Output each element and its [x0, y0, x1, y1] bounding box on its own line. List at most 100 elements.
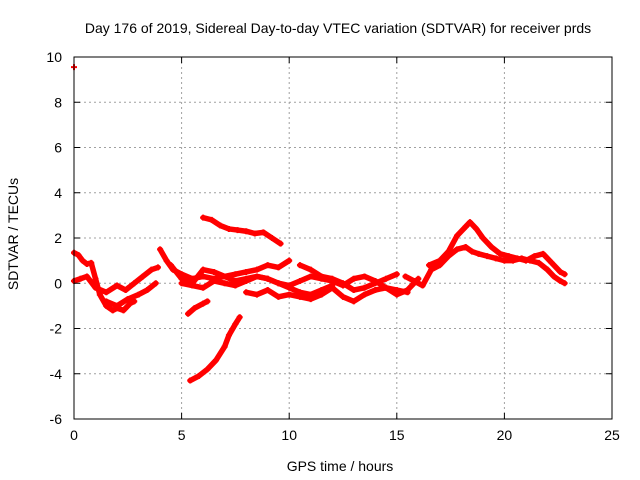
data-point [501, 257, 508, 264]
y-axis-label: SDTVAR / TECUs [5, 178, 21, 290]
y-tick-label: 4 [54, 185, 62, 201]
data-point [454, 232, 461, 239]
data-point [221, 343, 228, 350]
series-track-early-lower [103, 280, 159, 309]
series-trace [187, 314, 243, 384]
data-point [204, 366, 211, 373]
data-point [275, 264, 282, 271]
data-point [361, 291, 368, 298]
data-point [210, 268, 217, 275]
data-point [124, 296, 131, 303]
chart-title: Day 176 of 2019, Sidereal Day-to-day VTE… [85, 20, 591, 36]
data-point [411, 277, 418, 284]
data-point [83, 273, 90, 280]
data-point [114, 302, 121, 309]
data-point [260, 229, 267, 236]
data-point [372, 287, 379, 294]
x-tick-label: 15 [389, 427, 405, 443]
data-point [92, 275, 99, 282]
series-track-main-d [243, 275, 422, 305]
data-point [462, 244, 469, 251]
data-point [436, 257, 443, 264]
data-point [514, 255, 521, 262]
data-point [479, 235, 486, 241]
data-point [163, 257, 170, 264]
data-point [210, 277, 217, 284]
data-point [340, 293, 346, 300]
data-point [268, 235, 275, 241]
data-point [131, 280, 138, 287]
data-point [232, 271, 239, 278]
series-track-main-c [178, 273, 336, 298]
data-point [122, 287, 129, 294]
data-point [445, 248, 452, 255]
x-tick-label: 10 [281, 427, 297, 443]
data-point [557, 277, 564, 284]
data-point [535, 259, 542, 266]
data-point [88, 259, 95, 266]
data-point [191, 305, 198, 312]
data-point [77, 275, 84, 282]
y-tick-label: 8 [54, 94, 62, 110]
series-track-late [402, 244, 568, 289]
y-tick-label: 0 [54, 275, 62, 291]
data-point [79, 257, 86, 264]
data-point [473, 225, 480, 232]
data-point [225, 225, 232, 232]
data-point [544, 266, 551, 273]
data-point [404, 287, 411, 294]
data-point [213, 357, 220, 364]
data-point [83, 261, 90, 268]
data-point [154, 264, 161, 271]
data-point [402, 273, 409, 280]
data-point [557, 268, 564, 275]
data-point [208, 216, 215, 223]
data-point [264, 275, 271, 282]
data-point [329, 275, 336, 282]
data-point [550, 273, 557, 280]
data-point [243, 228, 250, 235]
data-point [318, 273, 325, 280]
data-point [253, 291, 260, 298]
data-point [243, 277, 250, 284]
data-point [492, 255, 499, 262]
data-point [232, 282, 239, 289]
data-point [454, 246, 461, 253]
y-tick-label: 2 [54, 230, 62, 246]
series-track-early-upper [71, 264, 161, 296]
data-point [152, 280, 159, 287]
data-point [383, 275, 390, 282]
data-point [350, 298, 357, 305]
series-track-high [200, 214, 284, 247]
data-point [307, 273, 314, 280]
data-point [126, 300, 133, 307]
data-point [120, 307, 127, 314]
data-point [204, 298, 211, 305]
data-point [243, 289, 250, 296]
data-point [419, 282, 426, 289]
data-point [469, 248, 476, 255]
data-point [540, 250, 547, 257]
x-tick-label: 0 [70, 427, 78, 443]
data-point [296, 262, 303, 269]
x-axis-label: GPS time / hours [287, 458, 394, 474]
x-tick-label: 25 [604, 427, 620, 443]
data-point [144, 287, 151, 294]
data-point [109, 307, 116, 314]
data-point [221, 280, 228, 287]
data-point [361, 273, 368, 280]
data-point [372, 280, 379, 287]
data-point [466, 219, 473, 226]
data-point [340, 280, 346, 287]
data-point [275, 280, 282, 287]
data-point [428, 266, 435, 273]
data-point [275, 293, 282, 300]
data-point [286, 291, 293, 298]
series-trace [185, 298, 211, 317]
series-track-main-e [296, 262, 400, 294]
series-track-early [71, 249, 138, 314]
data-point [75, 251, 82, 258]
data-point [221, 273, 228, 280]
x-tick-label: 5 [178, 427, 186, 443]
